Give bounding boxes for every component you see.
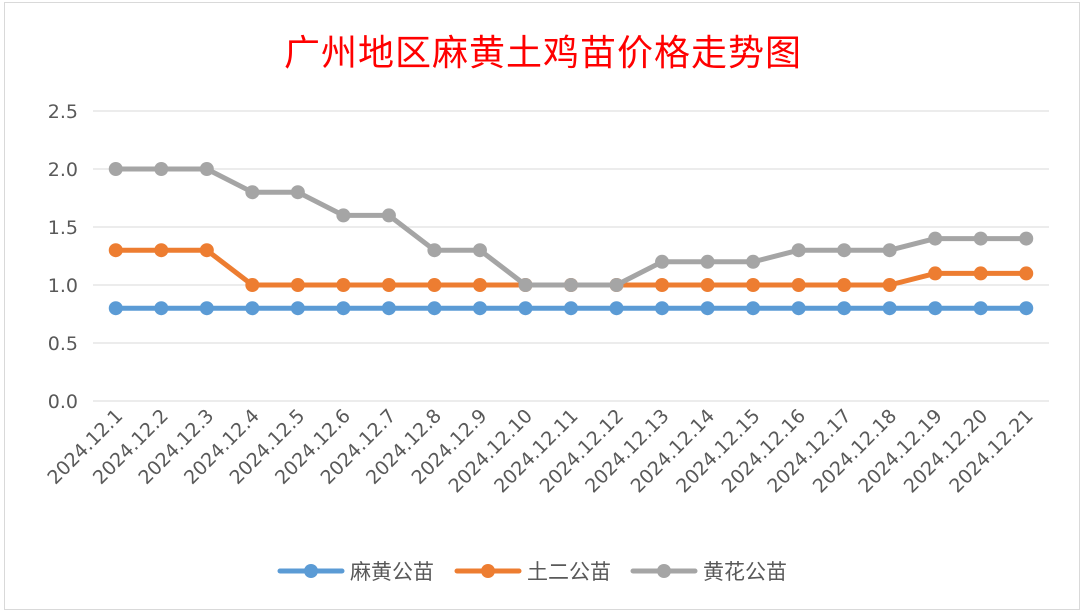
legend-item: 黄花公苗 bbox=[630, 560, 787, 584]
data-point bbox=[882, 278, 897, 292]
data-point bbox=[746, 254, 761, 269]
data-point bbox=[336, 208, 351, 223]
legend-swatch-marker bbox=[657, 564, 671, 578]
data-point bbox=[381, 278, 396, 292]
legend: 麻黄公苗 土二公苗 黄花公苗 bbox=[277, 560, 787, 584]
legend-item: 土二公苗 bbox=[454, 560, 611, 584]
data-point bbox=[837, 301, 852, 316]
data-point bbox=[1019, 266, 1034, 281]
data-point bbox=[427, 301, 442, 316]
data-point bbox=[791, 243, 806, 258]
data-point bbox=[472, 278, 487, 292]
data-point bbox=[336, 301, 351, 316]
y-tick-label: 2.0 bbox=[48, 159, 78, 181]
data-point bbox=[518, 278, 533, 292]
data-point bbox=[472, 243, 487, 258]
data-point bbox=[837, 278, 852, 292]
data-point bbox=[973, 266, 988, 281]
data-point bbox=[928, 301, 943, 316]
data-point bbox=[290, 278, 305, 292]
data-point bbox=[154, 301, 169, 316]
data-point bbox=[791, 278, 806, 292]
y-tick-label: 1.5 bbox=[48, 217, 78, 239]
data-point bbox=[882, 301, 897, 316]
gridlines bbox=[93, 110, 1049, 402]
legend-swatch-marker bbox=[481, 564, 495, 578]
data-point bbox=[154, 162, 169, 176]
data-point bbox=[564, 278, 578, 292]
data-point bbox=[245, 301, 260, 316]
data-point bbox=[791, 301, 806, 316]
data-point bbox=[746, 301, 761, 316]
x-axis-ticks: 2024.12.12024.12.22024.12.32024.12.42024… bbox=[43, 405, 1037, 497]
data-point bbox=[1019, 231, 1034, 246]
data-point bbox=[199, 243, 214, 258]
data-point bbox=[655, 278, 670, 292]
y-tick-label: 2.5 bbox=[48, 101, 78, 123]
data-point bbox=[882, 243, 897, 258]
data-point bbox=[700, 278, 715, 292]
legend-label: 麻黄公苗 bbox=[350, 560, 434, 584]
data-point bbox=[655, 301, 670, 316]
data-point bbox=[837, 243, 852, 258]
data-point bbox=[290, 301, 305, 316]
data-point bbox=[381, 301, 396, 316]
data-point bbox=[427, 278, 442, 292]
data-point bbox=[700, 301, 715, 316]
data-point bbox=[108, 243, 123, 258]
data-point bbox=[700, 254, 715, 269]
data-point bbox=[655, 254, 670, 269]
data-point bbox=[199, 162, 214, 176]
data-point bbox=[928, 231, 943, 246]
data-point bbox=[1019, 301, 1034, 316]
data-point bbox=[108, 301, 123, 316]
data-point bbox=[108, 162, 123, 176]
data-point bbox=[472, 301, 487, 316]
data-point bbox=[245, 185, 260, 200]
legend-label: 黄花公苗 bbox=[703, 560, 787, 584]
data-point bbox=[245, 278, 260, 292]
data-point bbox=[609, 278, 624, 292]
data-point bbox=[381, 208, 396, 223]
data-point bbox=[973, 231, 988, 246]
data-point bbox=[609, 301, 624, 316]
data-point bbox=[973, 301, 988, 316]
data-point bbox=[154, 243, 169, 258]
series-1 bbox=[108, 301, 1034, 316]
data-point bbox=[199, 301, 214, 316]
y-axis-ticks: 0.0 0.5 1.0 1.5 2.0 2.5 bbox=[48, 101, 78, 413]
y-tick-label: 0.0 bbox=[48, 391, 78, 413]
y-tick-label: 1.0 bbox=[48, 275, 78, 297]
data-point bbox=[518, 301, 533, 316]
data-point bbox=[928, 266, 943, 281]
y-tick-label: 0.5 bbox=[48, 333, 78, 355]
data-point bbox=[336, 278, 351, 292]
data-point bbox=[427, 243, 442, 258]
series-3 bbox=[108, 162, 1034, 292]
legend-label: 土二公苗 bbox=[527, 560, 611, 584]
data-point bbox=[564, 301, 578, 316]
chart-title: 广州地区麻黄土鸡苗价格走势图 bbox=[283, 33, 802, 74]
legend-swatch-marker bbox=[304, 564, 318, 578]
legend-item: 麻黄公苗 bbox=[277, 560, 434, 584]
data-point bbox=[290, 185, 305, 200]
series-lines bbox=[108, 162, 1034, 316]
data-point bbox=[746, 278, 761, 292]
